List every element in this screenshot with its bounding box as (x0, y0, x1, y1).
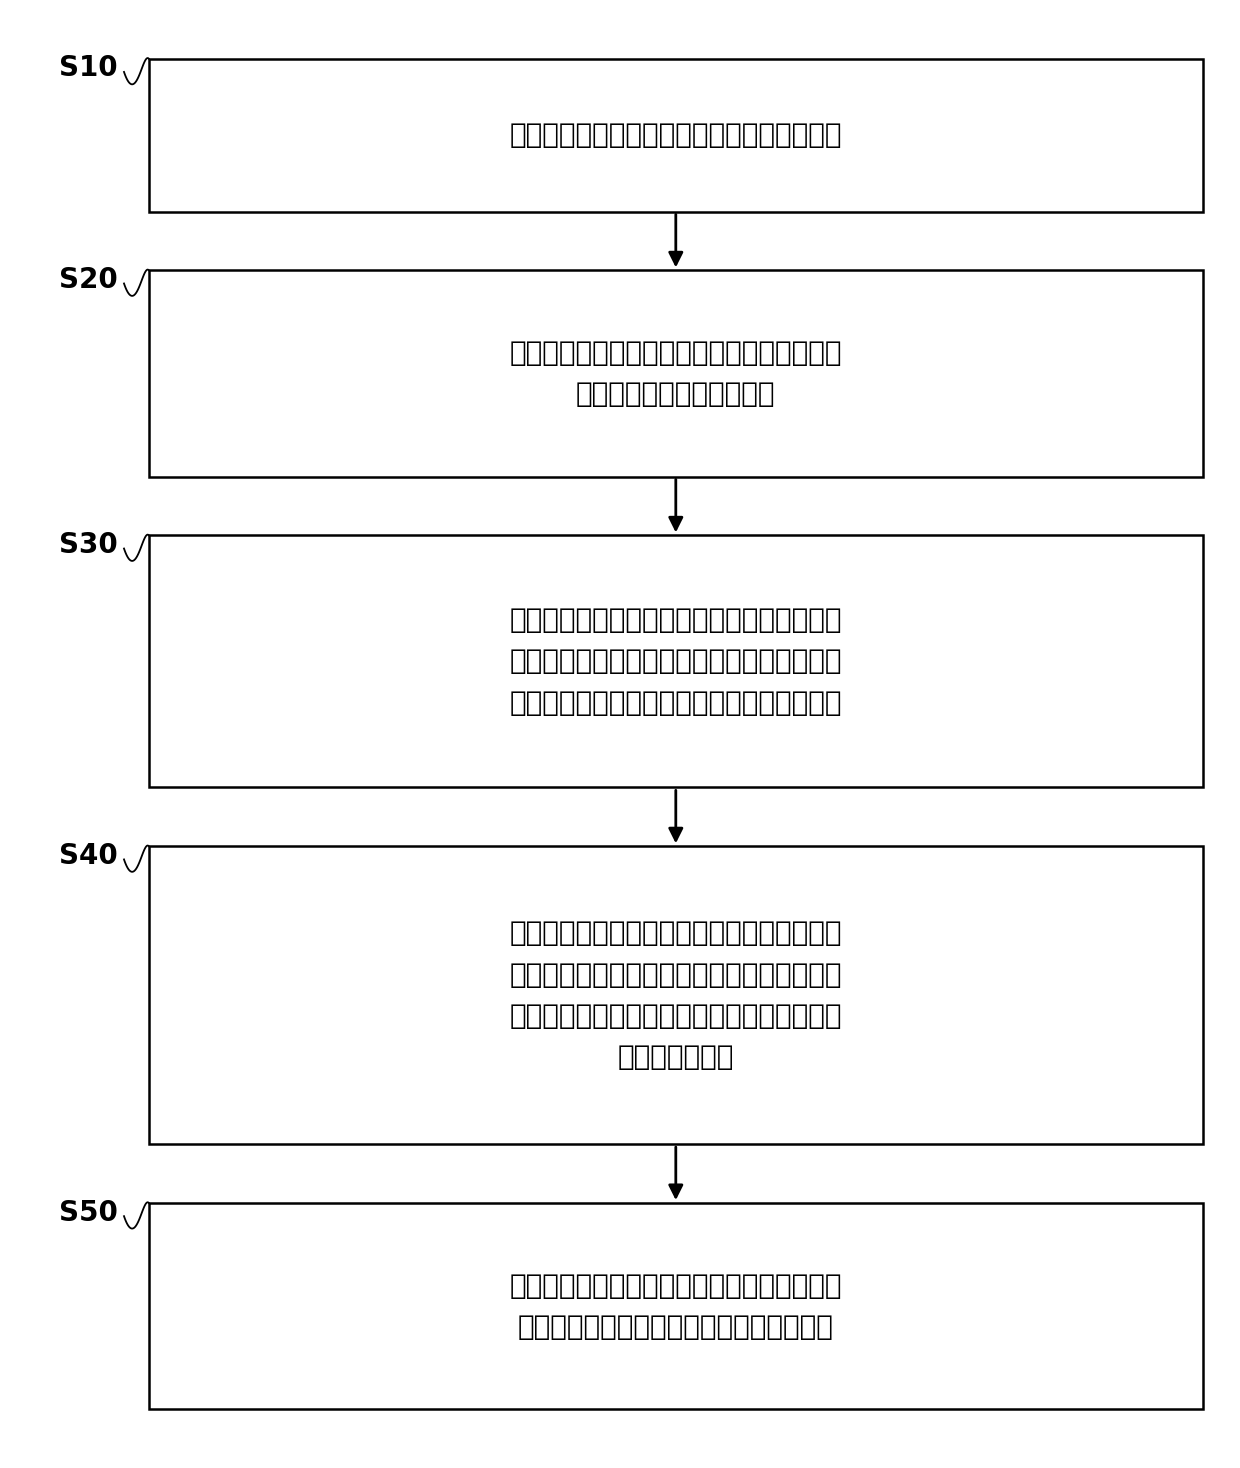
Text: S30: S30 (60, 531, 118, 559)
Text: 将所述光信号输入端接入光信号，并将所述捕
获端移动至所述第一通道的微流体中，以使所
述捕获端吸附所述至少两种细胞中的一种细胞: 将所述光信号输入端接入光信号，并将所述捕 获端移动至所述第一通道的微流体中，以使… (510, 606, 842, 716)
Bar (149, 536, 1203, 787)
Bar (149, 59, 1203, 211)
Text: S10: S10 (60, 54, 118, 82)
Bar (149, 846, 1203, 1144)
Text: S40: S40 (60, 841, 118, 871)
Text: 将细胞混合液注入至所述第一通道，所述细胞
混合液中含有至少两种细胞: 将细胞混合液注入至所述第一通道，所述细胞 混合液中含有至少两种细胞 (510, 339, 842, 408)
Text: 将微流体注入至所述第一通道和所述第二通道: 将微流体注入至所述第一通道和所述第二通道 (510, 122, 842, 150)
Bar (149, 270, 1203, 477)
Text: S20: S20 (60, 266, 118, 294)
Text: 将吸附有细胞的所述捕获端移动至所述第二通
道的微流体中，关闭所述光信号输入端接入的
光信号，以使所述捕获端吸附的细胞被释放至
所述第二通道中: 将吸附有细胞的所述捕获端移动至所述第二通 道的微流体中，关闭所述光信号输入端接入… (510, 919, 842, 1072)
Text: S50: S50 (60, 1198, 118, 1227)
Text: 将微流体注入至所述第二通道中，以带动所述
第二通道中的细胞流出所述第二通道的出口: 将微流体注入至所述第二通道中，以带动所述 第二通道中的细胞流出所述第二通道的出口 (510, 1271, 842, 1340)
Bar (149, 1202, 1203, 1409)
